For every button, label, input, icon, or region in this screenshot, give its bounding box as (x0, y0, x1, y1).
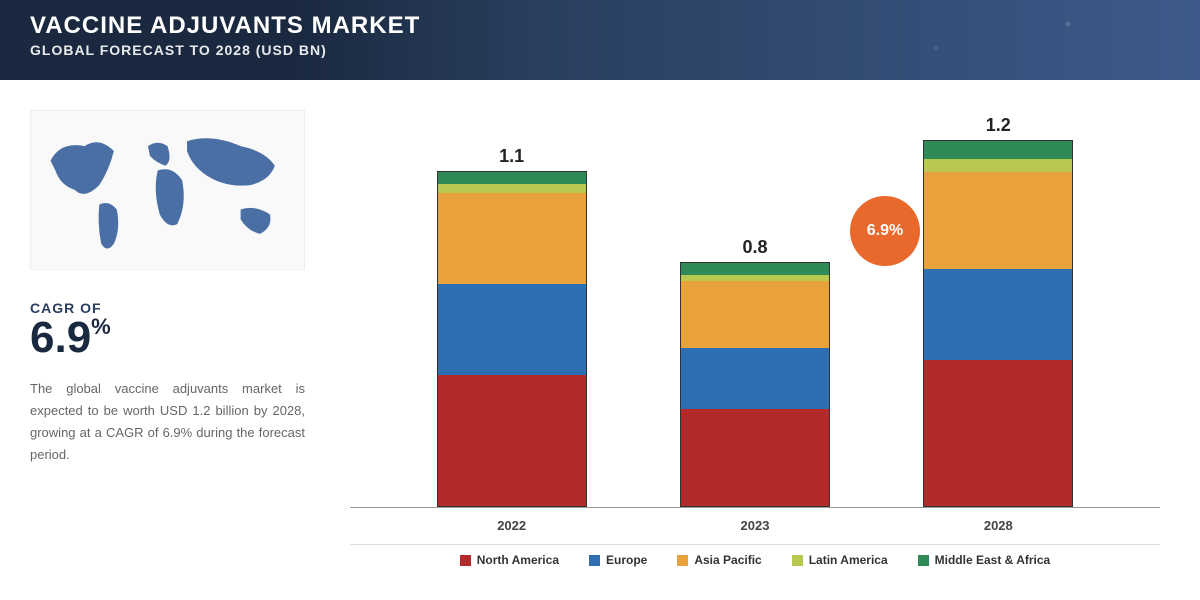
x-axis-label: 2022 (497, 518, 526, 533)
bar-segment (924, 172, 1072, 269)
header: VACCINE ADJUVANTS MARKET GLOBAL FORECAST… (0, 0, 1200, 80)
bar-group: 1.12022 (437, 146, 587, 507)
content-area: CAGR OF 6.9% The global vaccine adjuvant… (0, 80, 1200, 560)
x-axis-label: 2023 (741, 518, 770, 533)
chart-legend: North America Europe Asia Pacific Latin Ame… (350, 544, 1160, 567)
bar-segment (681, 281, 829, 348)
cagr-percent: % (91, 314, 111, 339)
bar-segment (681, 409, 829, 506)
bar-segment (438, 284, 586, 375)
legend-item: Middle East & Africa (918, 553, 1051, 567)
bar-segment (924, 360, 1072, 506)
cagr-number: 6.9 (30, 313, 91, 362)
x-axis-label: 2028 (984, 518, 1013, 533)
legend-label: North America (477, 553, 559, 567)
bar-total-label: 1.2 (986, 115, 1011, 136)
left-panel: CAGR OF 6.9% The global vaccine adjuvant… (0, 80, 330, 560)
bar-segment (924, 159, 1072, 171)
world-map (30, 110, 305, 270)
bar-segment (438, 193, 586, 284)
bar-stack (680, 262, 830, 507)
legend-label: Europe (606, 553, 647, 567)
bar-group: 0.82023 (680, 237, 830, 507)
legend-label: Latin America (809, 553, 888, 567)
legend-swatch (460, 555, 471, 566)
page-subtitle: GLOBAL FORECAST TO 2028 (USD BN) (30, 42, 1170, 58)
legend-label: Asia Pacific (694, 553, 761, 567)
bar-segment (438, 375, 586, 506)
world-map-svg (31, 111, 304, 269)
bubble-text: 6.9% (867, 222, 903, 240)
legend-item: Latin America (792, 553, 888, 567)
bar-segment (438, 172, 586, 184)
page-title: VACCINE ADJUVANTS MARKET (30, 12, 1170, 40)
bar-segment (681, 263, 829, 275)
bar-segment (681, 348, 829, 409)
legend-swatch (918, 555, 929, 566)
legend-swatch (792, 555, 803, 566)
bar-total-label: 0.8 (742, 237, 767, 258)
map-shapes (51, 138, 275, 248)
cagr-bubble: 6.9% (850, 196, 920, 266)
legend-item: Asia Pacific (677, 553, 761, 567)
bar-segment (924, 269, 1072, 360)
bar-segment (924, 141, 1072, 159)
bar-total-label: 1.1 (499, 146, 524, 167)
legend-item: Europe (589, 553, 647, 567)
bar-stack (923, 140, 1073, 507)
bar-segment (438, 184, 586, 193)
stacked-bar-chart: 6.9% 1.12022 0.82023 1.22028 (350, 98, 1160, 508)
legend-swatch (677, 555, 688, 566)
legend-label: Middle East & Africa (935, 553, 1051, 567)
bar-group: 1.22028 (923, 115, 1073, 507)
bar-stack (437, 171, 587, 507)
cagr-value: 6.9% (30, 316, 305, 360)
legend-swatch (589, 555, 600, 566)
description-text: The global vaccine adjuvants market is e… (30, 378, 305, 466)
legend-item: North America (460, 553, 559, 567)
chart-panel: 6.9% 1.120220.820231.22028 North America… (330, 80, 1200, 560)
